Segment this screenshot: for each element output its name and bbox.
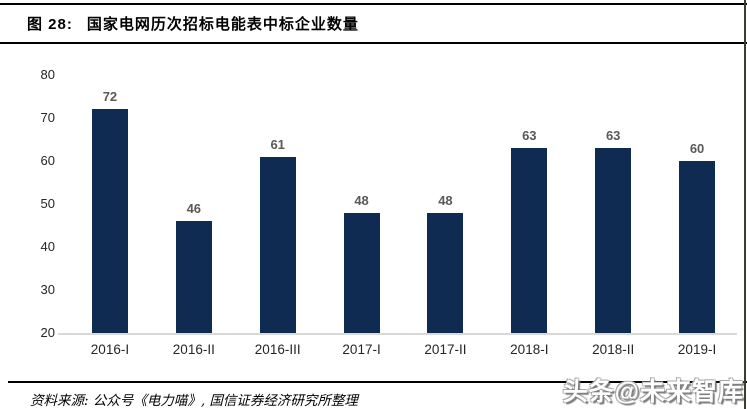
bar-column: 60 <box>655 45 739 333</box>
y-axis-tick-label: 30 <box>40 282 55 297</box>
bar-value-label: 72 <box>102 89 118 105</box>
watermark: 头条@未来智库 <box>562 378 744 406</box>
source-note: 资料来源: 公众号《电力喵》, 国信证券经济研究所整理 <box>8 381 747 409</box>
y-axis-tick-label: 70 <box>40 110 55 125</box>
bar-value-label: 60 <box>689 141 705 156</box>
bar <box>679 161 716 333</box>
figure-title: 国家电网历次招标电能表中标企业数量 <box>86 16 359 33</box>
x-axis-tick-label: 2016-II <box>172 342 215 357</box>
bar <box>343 212 380 333</box>
bar-value-label: 63 <box>522 128 537 144</box>
x-axis-tick-label: 2018-II <box>592 342 635 357</box>
bar <box>427 212 464 333</box>
x-axis-tick-label: 2017-I <box>342 342 381 357</box>
bar-column: 63 <box>571 45 655 333</box>
bar-column: 48 <box>320 45 404 333</box>
bar-value-label: 61 <box>270 136 285 152</box>
y-axis-tick-label: 60 <box>40 153 55 168</box>
y-axis-tick-label: 40 <box>40 239 55 254</box>
bar-value-label: 48 <box>438 192 453 208</box>
x-axis-tick-label: 2018-I <box>510 342 549 357</box>
bar-column: 61 <box>236 45 320 333</box>
x-axis-tick-label: 2016-III <box>254 342 301 357</box>
x-axis-tick-label: 2016-I <box>90 342 130 357</box>
y-axis-tick-label: 80 <box>40 67 55 82</box>
x-axis-line <box>58 333 737 335</box>
figure-number-label: 图 28: <box>27 16 73 33</box>
bar-value-label: 63 <box>605 128 621 144</box>
y-axis: 20 30 40 50 60 70 80 <box>0 45 55 381</box>
bar-column: 63 <box>487 45 571 333</box>
figure-title-bar: 图 28: 国家电网历次招标电能表中标企业数量 <box>0 3 747 44</box>
x-axis: 2016-I 2016-II 2016-III 2017-I 2017-II 2018-I… <box>68 342 739 357</box>
bar-value-label: 48 <box>354 192 369 208</box>
bar <box>595 148 632 333</box>
plot-area: 72 46 61 48 48 63 63 60 <box>68 45 739 333</box>
y-axis-tick-label: 20 <box>40 325 55 340</box>
bar-column: 46 <box>152 45 236 333</box>
bar <box>259 156 296 333</box>
bar-column: 72 <box>68 45 152 333</box>
y-axis-tick-label: 50 <box>40 196 55 211</box>
bar-value-label: 46 <box>186 201 202 217</box>
bar-column: 48 <box>404 45 488 333</box>
x-axis-tick-label: 2019-I <box>677 342 717 357</box>
bar <box>175 221 212 333</box>
x-axis-tick-label: 2017-II <box>424 342 467 357</box>
bar-chart: 20 30 40 50 60 70 80 72 46 61 48 48 63 63 60 2016-I 20… <box>0 45 744 381</box>
bar <box>511 148 548 333</box>
panel-right-border <box>744 0 746 409</box>
bar <box>91 109 128 333</box>
